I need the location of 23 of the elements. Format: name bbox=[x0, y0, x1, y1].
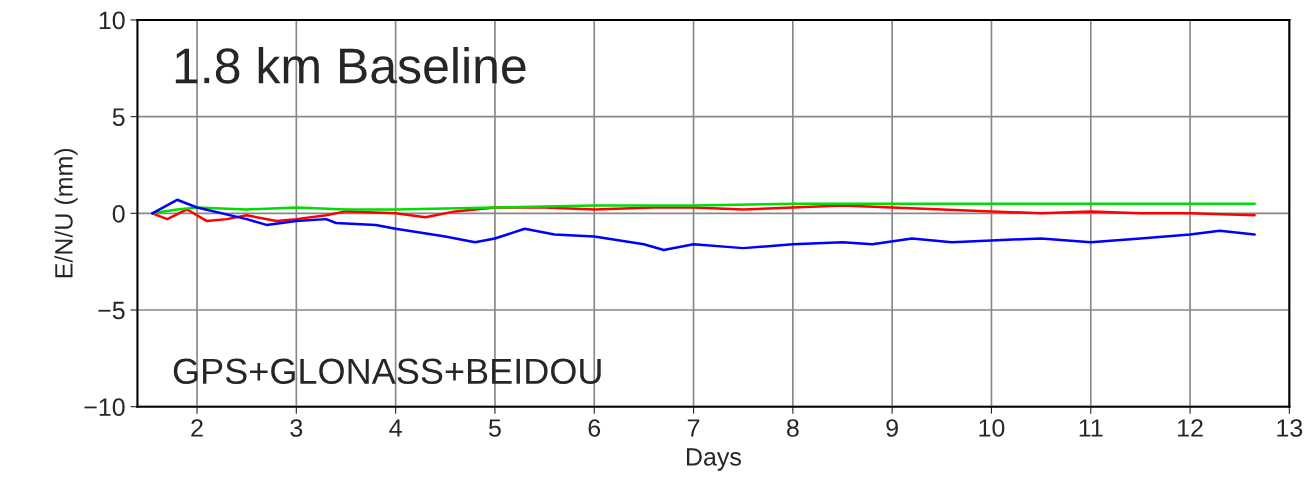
line-series bbox=[151, 204, 1256, 223]
x-tick-label: 4 bbox=[389, 419, 402, 437]
x-tick-label: 6 bbox=[588, 419, 601, 437]
x-tick-label: 12 bbox=[1178, 419, 1203, 437]
y-tick-label: 0 bbox=[112, 204, 125, 223]
x-tick-label: 13 bbox=[1277, 419, 1303, 437]
x-tick-label: 10 bbox=[979, 419, 1005, 437]
x-tick-label: 3 bbox=[290, 419, 303, 437]
y-tick-label: −5 bbox=[98, 301, 125, 320]
x-tick-label: 2 bbox=[191, 419, 203, 437]
line-series bbox=[151, 198, 1256, 252]
x-tick-label: 11 bbox=[1079, 419, 1103, 437]
y-axis-title: E/N/U (mm) bbox=[54, 148, 78, 278]
y-tick-label: −10 bbox=[84, 398, 125, 416]
x-tick-label: 5 bbox=[488, 419, 501, 437]
annotation: 1.8 km Baseline bbox=[175, 46, 526, 84]
annotation: GPS+GLONASS+BEIDOU bbox=[173, 358, 601, 385]
x-tick-label: 7 bbox=[687, 419, 700, 437]
x-axis-title: Days bbox=[686, 448, 741, 471]
x-tick-label: 9 bbox=[886, 419, 898, 437]
y-tick-label: 10 bbox=[99, 11, 125, 30]
x-tick-label: 8 bbox=[786, 419, 799, 437]
y-tick-label: 5 bbox=[112, 108, 125, 126]
